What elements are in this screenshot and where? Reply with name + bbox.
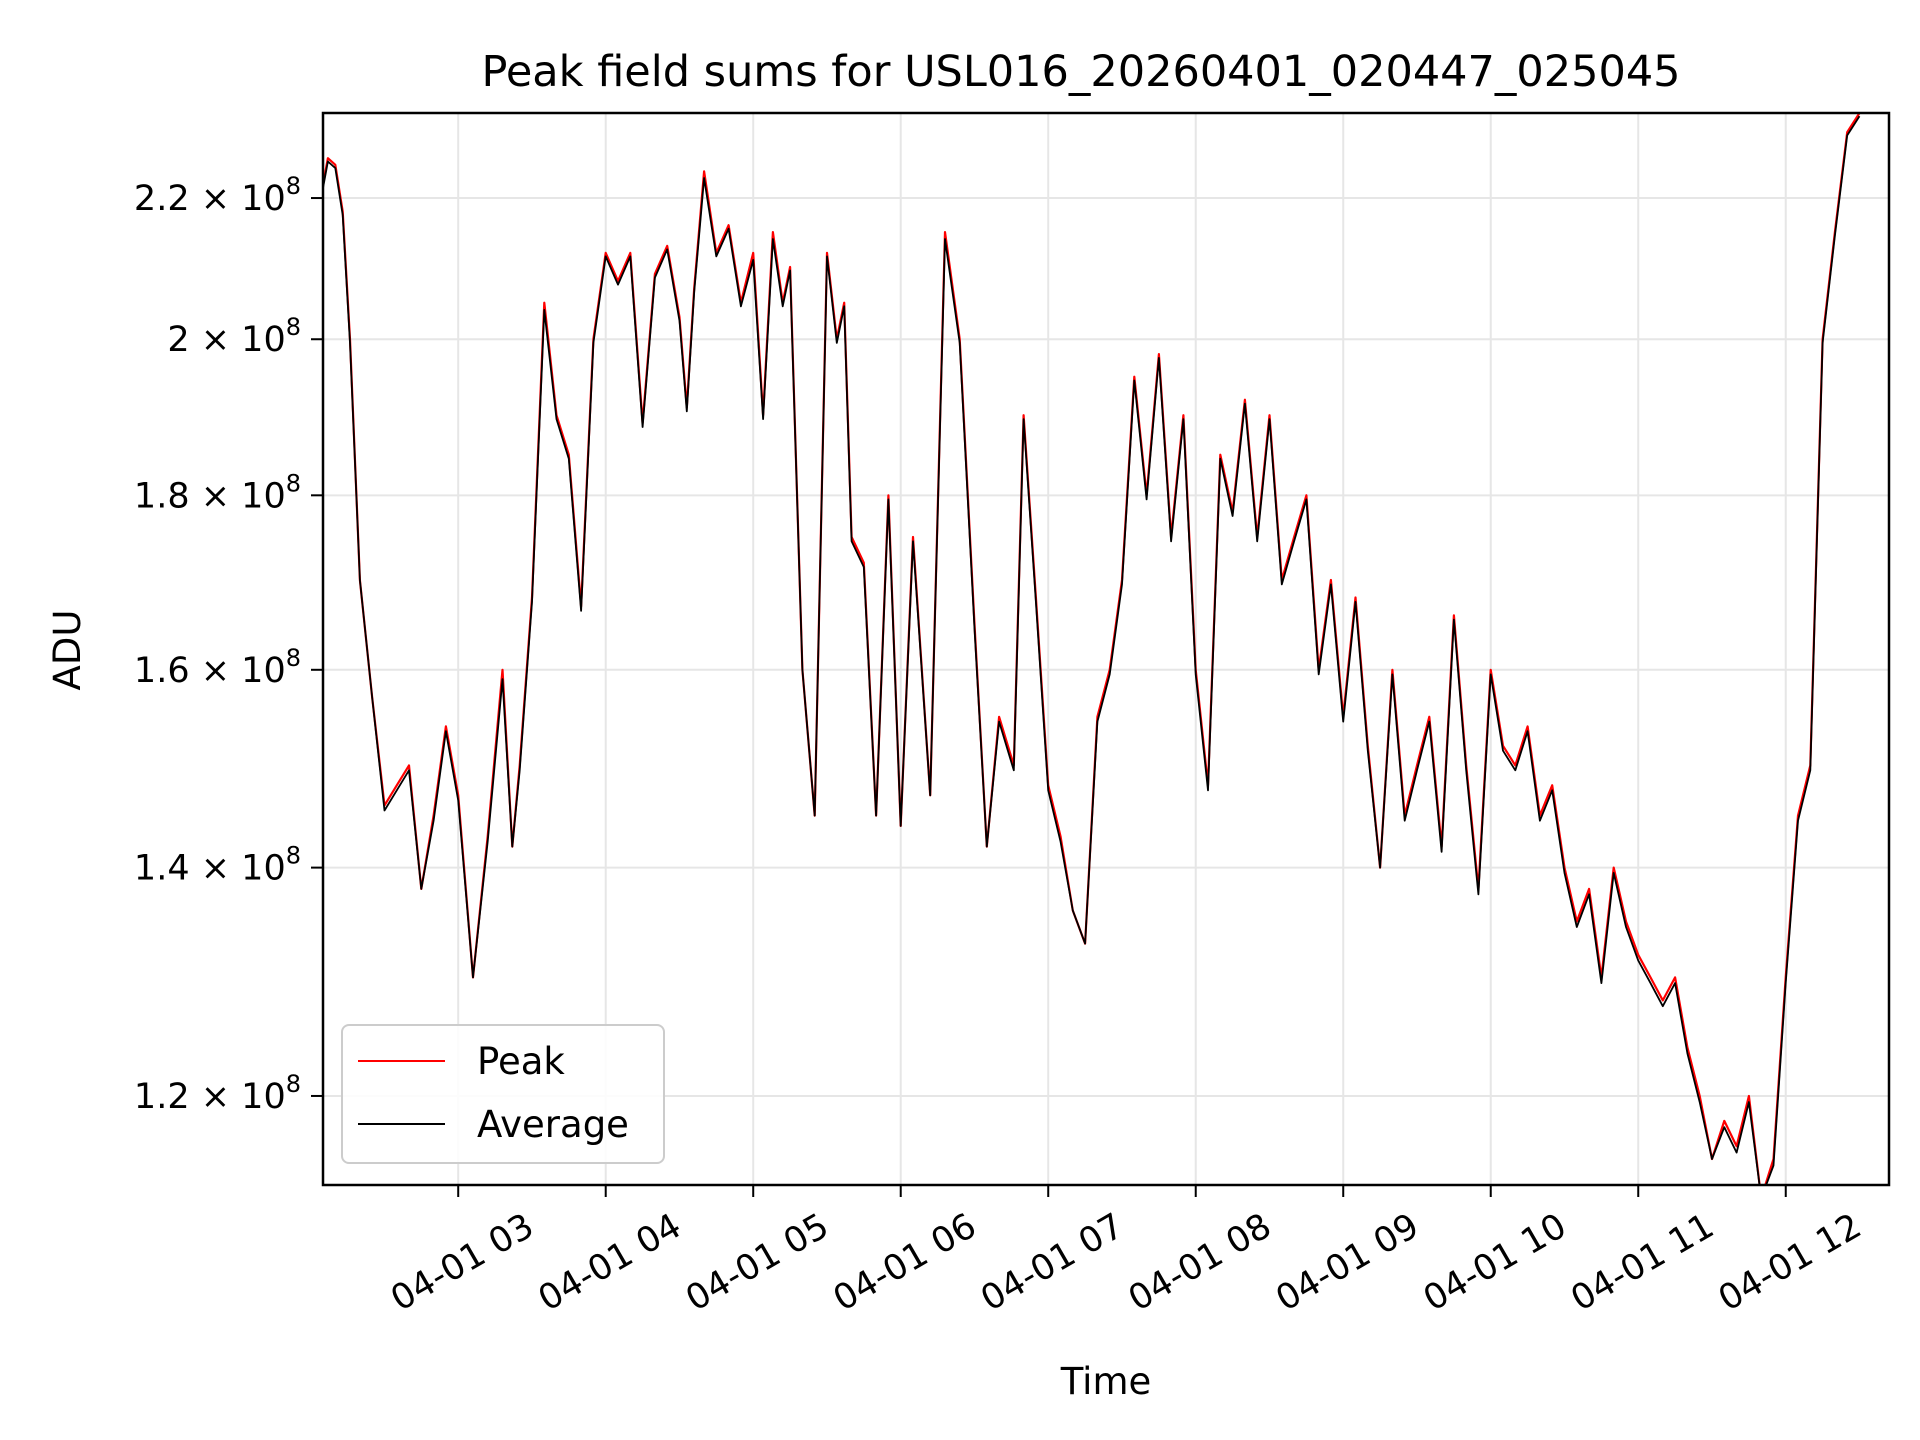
legend: Peak Average [341, 1024, 665, 1164]
y-tick-label: 2 × 108 [167, 313, 301, 360]
y-axis: 1.2 × 108 1.4 × 108 1.6 × 108 1.8 × 108 2 × … [134, 172, 323, 1117]
legend-label-average: Average [477, 1103, 629, 1146]
legend-label-peak: Peak [477, 1040, 565, 1083]
y-tick-label: 1.8 × 108 [134, 469, 301, 516]
y-tick-label: 2.2 × 108 [134, 172, 301, 219]
chart-title: Peak field sums for USL016_20260401_0204… [481, 47, 1680, 97]
grid [323, 113, 1889, 1185]
plot-frame [321, 111, 1891, 1187]
series-line-average [323, 115, 1861, 1185]
legend-box [341, 1024, 665, 1164]
y-tick-label: 1.6 × 108 [134, 644, 301, 691]
y-axis-label: ADU [46, 610, 89, 691]
y-tick-label: 1.2 × 108 [134, 1070, 301, 1117]
series-layer [323, 113, 1861, 1185]
x-axis-label: Time [1060, 1360, 1152, 1403]
y-tick-label: 1.4 × 108 [134, 842, 301, 889]
